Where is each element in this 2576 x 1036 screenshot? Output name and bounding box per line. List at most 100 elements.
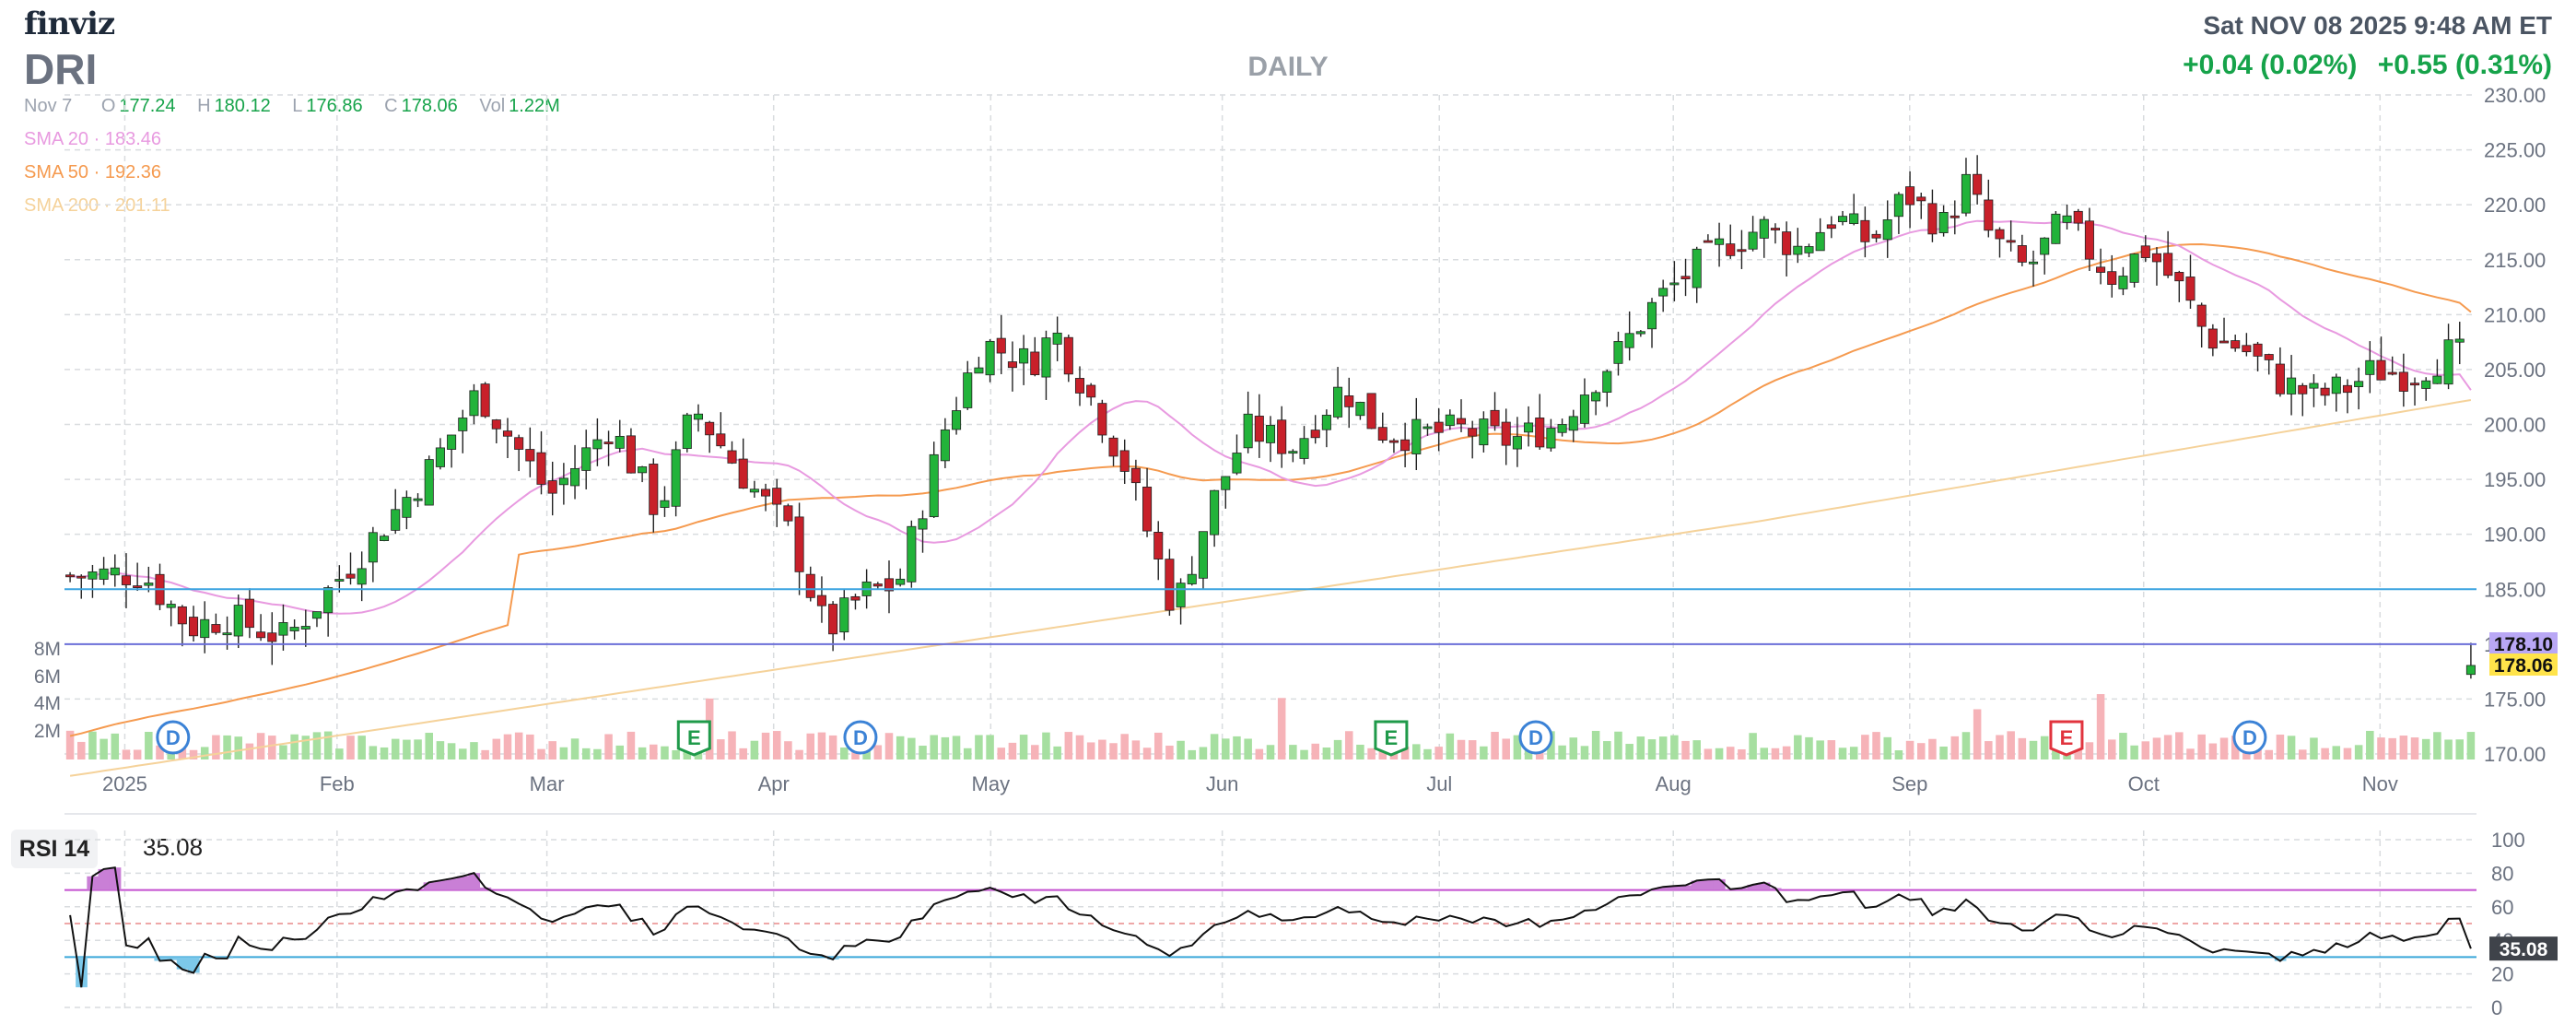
volume-bar	[312, 732, 322, 759]
rsi-overbought-fill	[468, 873, 481, 890]
volume-bar	[279, 745, 287, 759]
candle	[1310, 430, 1320, 439]
sma20-label: SMA 20	[24, 129, 89, 149]
volume-bar	[111, 733, 120, 759]
volume-bar	[2354, 745, 2363, 759]
candle	[1849, 213, 1859, 225]
rsi-overbought-fill	[1680, 885, 1692, 890]
volume-bar	[1614, 731, 1622, 759]
dividend-marker[interactable]	[2232, 720, 2267, 755]
candle	[1030, 351, 1040, 376]
sma200-value: 201.11	[114, 195, 170, 216]
rsi-label[interactable]: RSI 14	[11, 830, 98, 868]
candle	[1321, 415, 1331, 430]
volume-bar	[907, 737, 916, 759]
volume-bar	[1692, 740, 1701, 759]
volume-bar	[1266, 745, 1275, 759]
price-tick-label: 220.00	[2484, 194, 2546, 217]
candle	[2275, 363, 2285, 394]
candle	[278, 622, 288, 636]
dividend-marker[interactable]	[156, 720, 191, 755]
volume-bar	[1704, 748, 1713, 759]
candle	[1973, 173, 1983, 195]
candle	[2331, 376, 2341, 394]
volume-bar	[1177, 740, 1185, 759]
volume-bar	[2175, 732, 2184, 759]
dividend-marker[interactable]	[843, 720, 878, 755]
candle	[144, 583, 154, 586]
volume-tick-label: 2M	[34, 721, 61, 742]
price-tag-label: 178.06	[2494, 655, 2553, 677]
sma200-legend[interactable]: SMA 200 · 201.11	[24, 195, 170, 216]
month-tick-label: Aug	[1656, 772, 1692, 795]
volume-bar	[1322, 747, 1331, 759]
volume-bar	[2219, 737, 2229, 759]
candle	[929, 453, 939, 518]
earnings-marker-label: E	[2060, 726, 2074, 749]
volume-bar	[2276, 735, 2285, 759]
volume-bar	[672, 749, 680, 759]
volume-bar	[1277, 698, 1286, 759]
candle	[2129, 253, 2139, 283]
candle	[536, 452, 546, 485]
volume-bar	[963, 748, 972, 759]
finviz-logo[interactable]: finviz	[24, 6, 115, 42]
candle	[2465, 665, 2476, 676]
sma50-legend[interactable]: SMA 50 · 192.36	[24, 162, 161, 182]
volume-bar	[88, 731, 97, 759]
volume-bar	[1311, 743, 1319, 759]
sma20-legend[interactable]: SMA 20 · 183.46	[24, 129, 161, 149]
sma50-label: SMA 50	[24, 162, 89, 182]
sma200-label: SMA 200	[24, 195, 100, 216]
volume-bar	[975, 735, 983, 759]
volume-bar	[1098, 739, 1107, 759]
earnings-marker[interactable]	[2049, 720, 2084, 757]
earnings-marker[interactable]	[676, 720, 711, 757]
volume-bar	[1872, 732, 1880, 759]
candle	[1119, 450, 1130, 472]
rsi-tick-label: 20	[2491, 963, 2513, 986]
candle	[1703, 240, 1713, 243]
volume-bar	[537, 748, 545, 759]
earnings-marker[interactable]	[1374, 720, 1409, 757]
candle	[1995, 229, 2005, 240]
candle	[772, 488, 782, 505]
candle	[357, 568, 367, 585]
volume-bar	[638, 747, 647, 759]
volume-bar	[2410, 737, 2419, 759]
price-tag-bg	[2489, 653, 2558, 676]
rsi-overbought-fill	[87, 876, 100, 890]
candle	[1669, 282, 1680, 286]
candle	[2354, 381, 2364, 387]
dividend-marker-label: D	[1528, 726, 1543, 749]
volume-bar	[492, 738, 501, 759]
candle	[1893, 194, 1903, 218]
candle	[1097, 403, 1107, 436]
dividend-marker[interactable]	[1518, 720, 1553, 755]
candle	[1490, 409, 1500, 427]
candle	[1130, 467, 1141, 484]
candle	[2040, 237, 2050, 255]
rsi-oversold-fill	[165, 957, 178, 960]
volume-bar	[1861, 735, 1869, 759]
candle	[1938, 212, 1949, 233]
volume-bar	[650, 744, 658, 759]
candle	[2398, 371, 2408, 392]
volume-bar	[2421, 738, 2430, 759]
candle	[1187, 573, 1197, 584]
candle	[1153, 532, 1164, 559]
candle	[682, 414, 692, 449]
price-tick-label: 200.00	[2484, 414, 2546, 437]
volume-bar	[1188, 749, 1197, 759]
candle	[1019, 347, 1029, 364]
rsi-overbought-fill	[1691, 880, 1704, 890]
candle	[2073, 210, 2083, 224]
rsi-overbought-fill	[446, 878, 458, 890]
volume-bar	[1749, 733, 1757, 759]
volume-bar	[2466, 732, 2476, 759]
candle	[311, 611, 322, 619]
volume-value: 1.22M	[509, 96, 560, 116]
volume-bar	[2455, 739, 2464, 759]
candle	[996, 337, 1006, 354]
